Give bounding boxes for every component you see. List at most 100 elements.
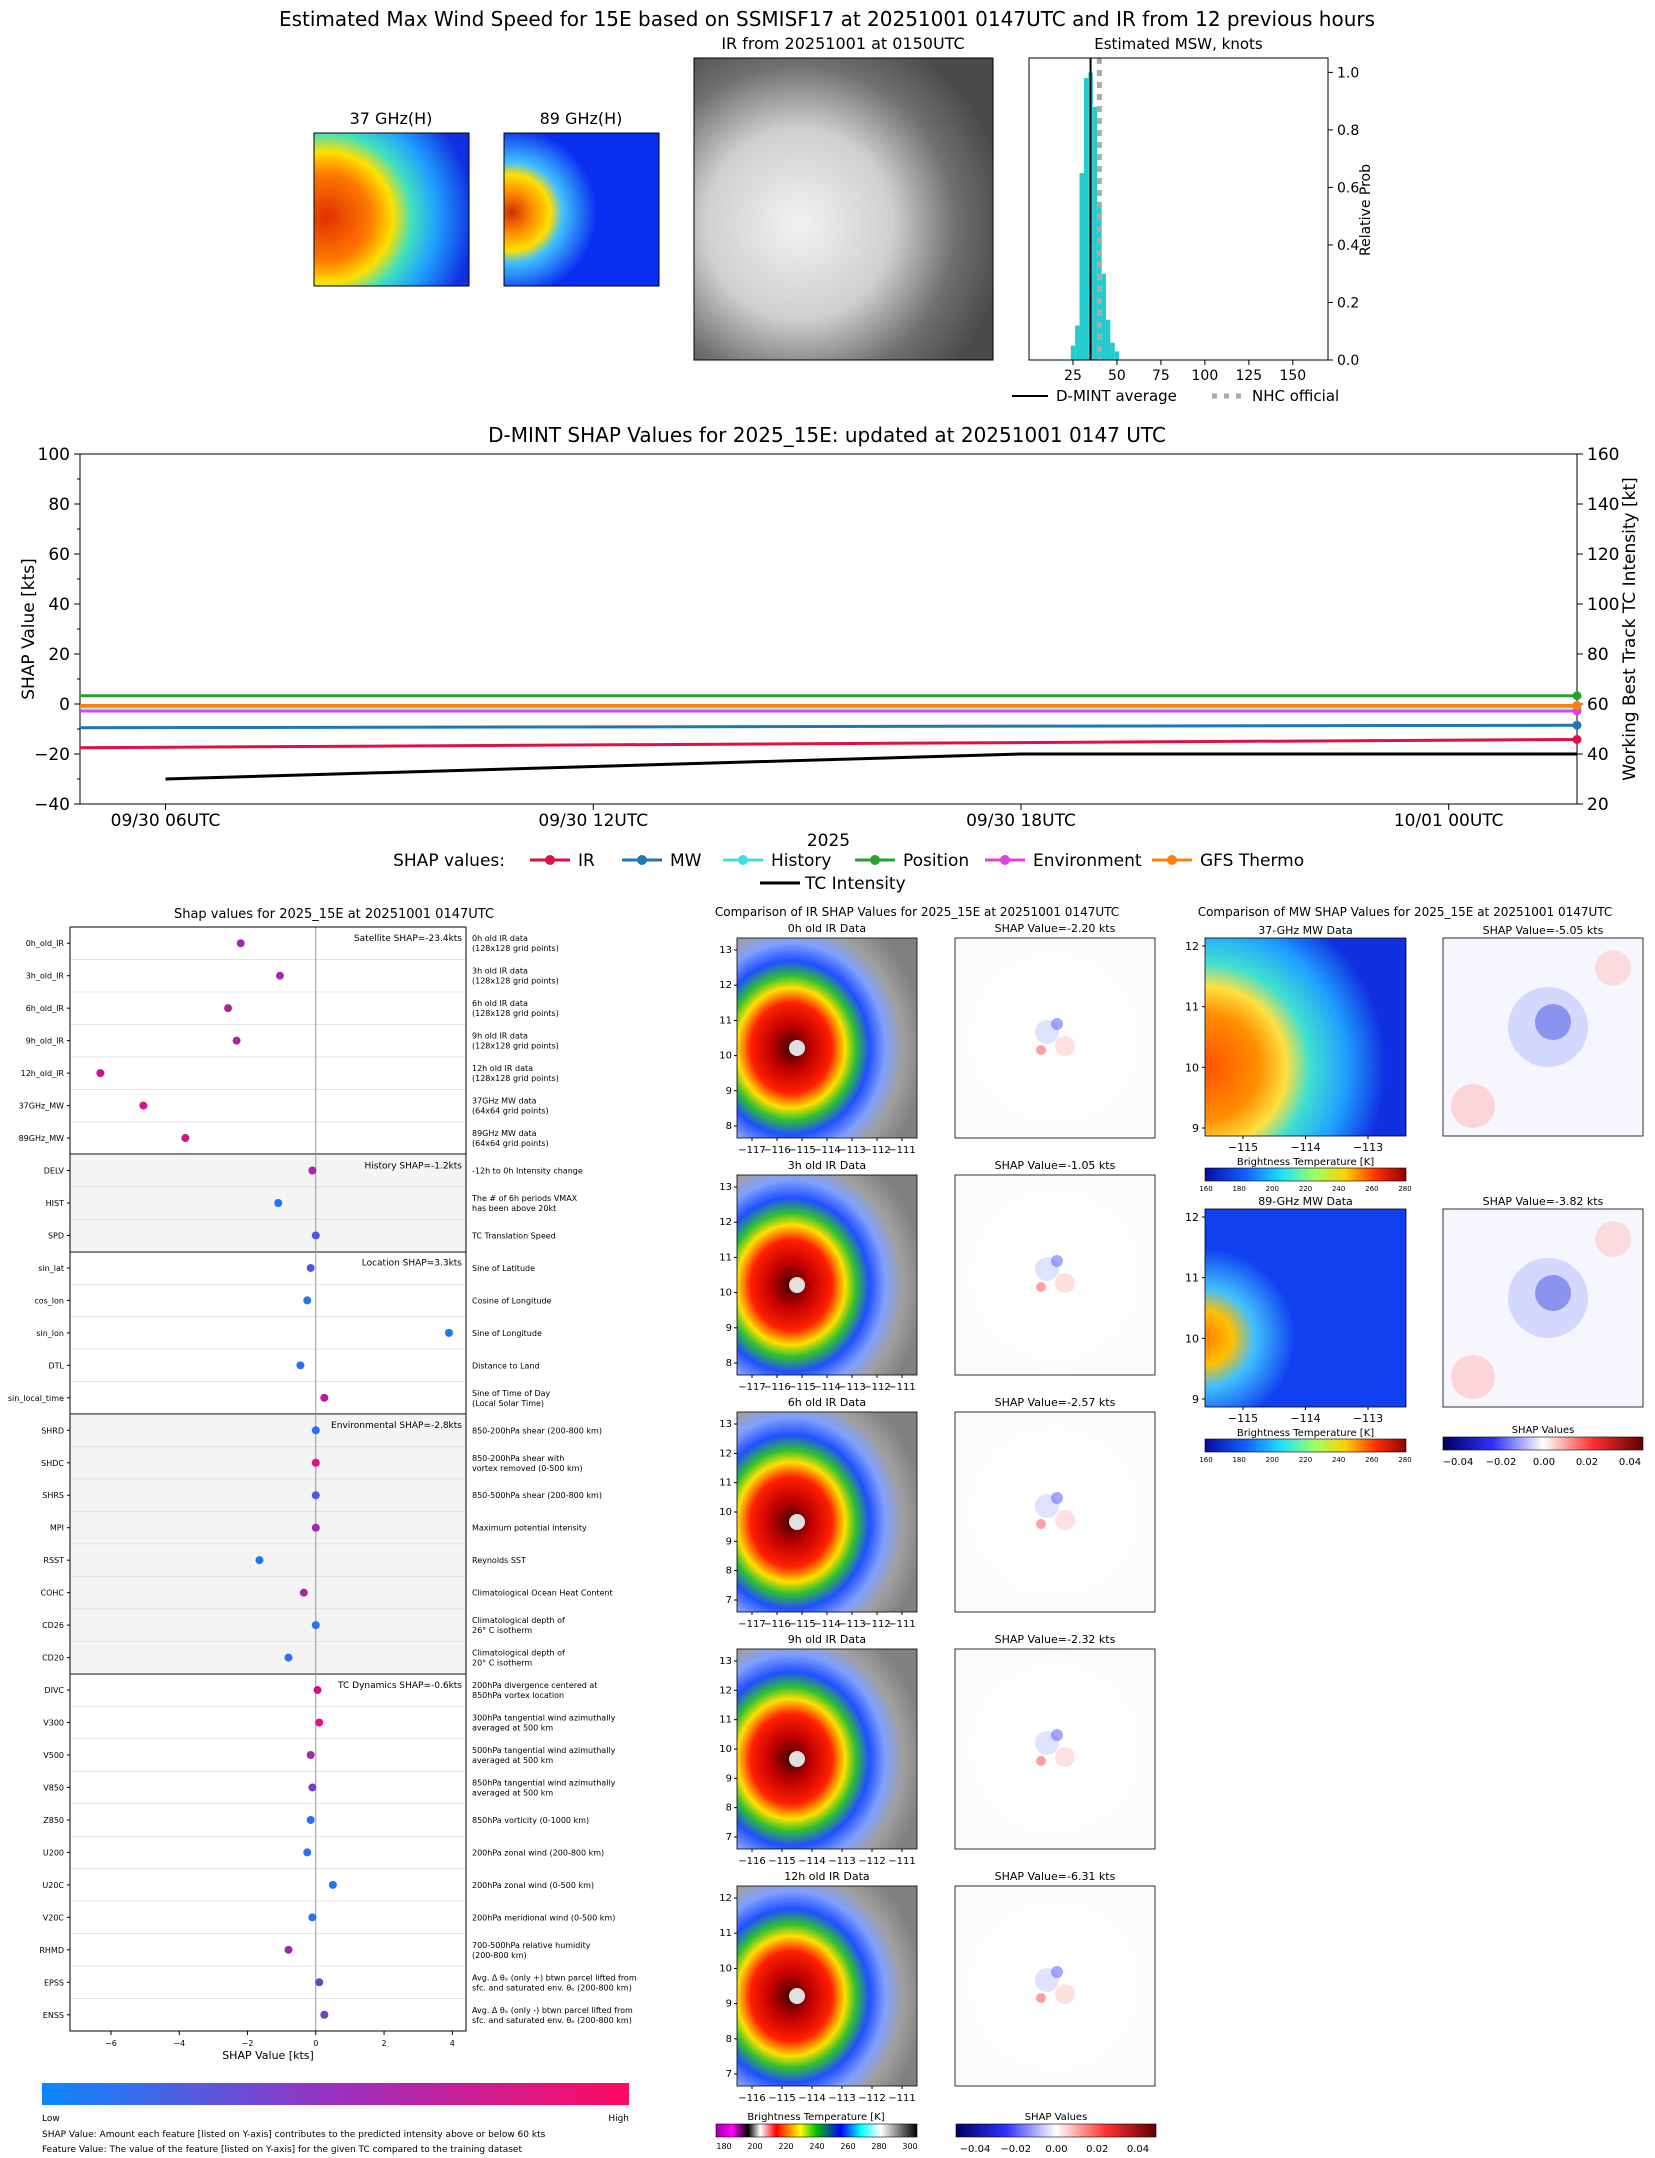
timeline-legend-label: Position — [903, 851, 969, 871]
ir-shap-blob-blue — [1051, 1492, 1063, 1504]
feature-name: SPD — [48, 1231, 64, 1240]
ir-x-tick-label: −113 — [828, 2093, 855, 2104]
mw-y-tick-label: 10 — [1185, 1061, 1199, 1074]
mw-bt-tick-label: 200 — [1266, 1456, 1279, 1464]
timeline-y-tick-label: 100 — [38, 445, 70, 465]
ir-bt-tick-label: 180 — [716, 2142, 731, 2151]
mw-compare-title: Comparison of MW SHAP Values for 2025_15… — [1198, 905, 1613, 919]
ir-shap-title: SHAP Value=-2.20 kts — [995, 922, 1116, 935]
histogram-x-tick-label: 75 — [1152, 368, 1170, 384]
feature-description: -12h to 0h Intensity change — [472, 1167, 583, 1176]
ir-x-tick-label: −117 — [738, 1619, 765, 1630]
mw-x-tick-label: −115 — [1228, 1412, 1258, 1425]
feature-name: 0h_old_IR — [26, 939, 65, 948]
ir-panel-eye — [789, 1040, 805, 1056]
feature-description: 200hPa meridional wind (0-500 km) — [472, 1913, 615, 1922]
ir-shap-tick-label: −0.04 — [960, 2144, 991, 2155]
timeline-y-tick-label: 0 — [59, 695, 70, 715]
ir-bt-tick-label: 260 — [840, 2142, 855, 2151]
ir-bt-tick-label: 280 — [871, 2142, 886, 2151]
ir-shap-title: SHAP Value=-2.57 kts — [995, 1396, 1116, 1409]
ir-shap-tick-label: −0.02 — [1000, 2144, 1031, 2155]
feature-name: DIVC — [44, 1686, 64, 1695]
ir-y-tick-label: 12 — [719, 1685, 732, 1696]
ir-x-tick-label: −114 — [813, 1619, 840, 1630]
ir-shap-blob-red — [1055, 1510, 1075, 1530]
mw-panel-image — [1204, 1208, 1407, 1408]
mw-shap-title: SHAP Value=-5.05 kts — [1483, 924, 1604, 937]
histogram-x-tick-label: 50 — [1108, 368, 1126, 384]
mw-bt-tick-label: 220 — [1299, 1456, 1312, 1464]
feature-shap-chart: Satellite SHAP=-23.4kts History SHAP=-1.2… — [8, 926, 637, 2062]
feature-description: 6h old IR data — [472, 999, 528, 1008]
mw-bt-colorbar — [1204, 1167, 1407, 1182]
feature-shap-point — [444, 1328, 453, 1337]
ir-x-tick-label: −114 — [813, 1145, 840, 1156]
ir-x-tick-label: −116 — [738, 1856, 765, 1867]
mw-y-tick-label: 10 — [1185, 1332, 1199, 1345]
feature-shap-point — [275, 971, 284, 980]
feature-description: 26° C isotherm — [472, 1626, 532, 1635]
feature-description: Climatological Ocean Heat Content — [472, 1589, 613, 1598]
feature-name: RSST — [43, 1556, 64, 1565]
mw-shap-blob-red — [1451, 1084, 1495, 1128]
ir-panel-eye — [789, 1514, 805, 1530]
feature-shap-point — [311, 1621, 320, 1630]
feature-description: (64x64 grid points) — [472, 1139, 549, 1148]
feature-shap-point — [306, 1815, 315, 1824]
ir-shap-blob-red — [1036, 1756, 1046, 1766]
ir-shap-title: SHAP Value=-6.31 kts — [995, 1870, 1116, 1883]
feature-shap-point — [255, 1556, 264, 1565]
feature-name: SHRD — [41, 1426, 64, 1435]
mw-shap-tick-label: 0.04 — [1619, 1457, 1641, 1468]
feature-description: 850hPa vortex location — [472, 1691, 564, 1700]
features-title: Shap values for 2025_15E at 20251001 014… — [174, 907, 494, 922]
ir-panel-title: 3h old IR Data — [788, 1159, 866, 1172]
mw-bt-tick-label: 240 — [1332, 1185, 1345, 1193]
feature-name: DTL — [48, 1361, 64, 1370]
ir-y-tick-label: 11 — [719, 1715, 732, 1726]
feature-description: (128x128 grid points) — [472, 1042, 559, 1051]
mw-bt-tick-label: 180 — [1232, 1185, 1245, 1193]
histogram-bar — [1092, 106, 1098, 361]
mw-y-tick-label: 12 — [1185, 940, 1199, 953]
histogram-x-tick-label: 150 — [1279, 368, 1306, 384]
timeline-x-tick-label: 09/30 18UTC — [966, 811, 1076, 831]
feature-name: U20C — [42, 1881, 64, 1890]
ir-y-tick-label: 7 — [726, 2069, 732, 2080]
histogram-bar — [1083, 78, 1089, 360]
mw-shap-blob-red — [1451, 1355, 1495, 1399]
timeline-y-tick-label: −40 — [34, 795, 70, 815]
mw89-title: 89 GHz(H) — [540, 109, 623, 128]
feature-name: 12h_old_IR — [21, 1069, 65, 1078]
feature-name: V500 — [43, 1751, 64, 1760]
feature-description: 12h old IR data — [472, 1064, 533, 1073]
ir-panel-eye — [789, 1277, 805, 1293]
ir-y-tick-label: 10 — [719, 1507, 732, 1518]
colorbar-high-label: High — [608, 2114, 629, 2124]
feature-description: vortex removed (0-500 km) — [472, 1464, 583, 1473]
feature-description: The # of 6h periods VMAX — [471, 1194, 578, 1203]
feature-description: 200hPa zonal wind (200-800 km) — [472, 1848, 604, 1857]
histogram-y-tick-label: 0.8 — [1337, 123, 1359, 139]
feature-shap-point — [236, 939, 245, 948]
feature-frame — [69, 926, 467, 2032]
mw-bt-tick-label: 160 — [1199, 1456, 1212, 1464]
ir-y-tick-label: 10 — [719, 1051, 732, 1062]
feature-description: Maximum potential intensity — [472, 1524, 587, 1533]
timeline-y2-tick-label: 40 — [1587, 745, 1609, 765]
mw-bt-tick-label: 240 — [1332, 1456, 1345, 1464]
mw-y-tick-label: 9 — [1192, 1122, 1199, 1135]
feature-x-tick-label: 0 — [313, 2039, 318, 2048]
feature-name: SHRS — [42, 1491, 64, 1500]
feature-name: 37GHz_MW — [19, 1102, 64, 1111]
mw-x-tick-label: −115 — [1228, 1141, 1258, 1154]
feature-shap-point — [320, 2010, 329, 2019]
mw-y-tick-label: 12 — [1185, 1211, 1199, 1224]
histogram-y-tick-label: 0.4 — [1337, 238, 1359, 254]
histogram-x-tick-label: 100 — [1192, 368, 1219, 384]
ir-x-tick-label: −115 — [788, 1145, 815, 1156]
ir-shap-tick-label: 0.04 — [1127, 2144, 1149, 2155]
ir-x-tick-label: −117 — [738, 1382, 765, 1393]
timeline-y2-tick-label: 100 — [1587, 595, 1619, 615]
